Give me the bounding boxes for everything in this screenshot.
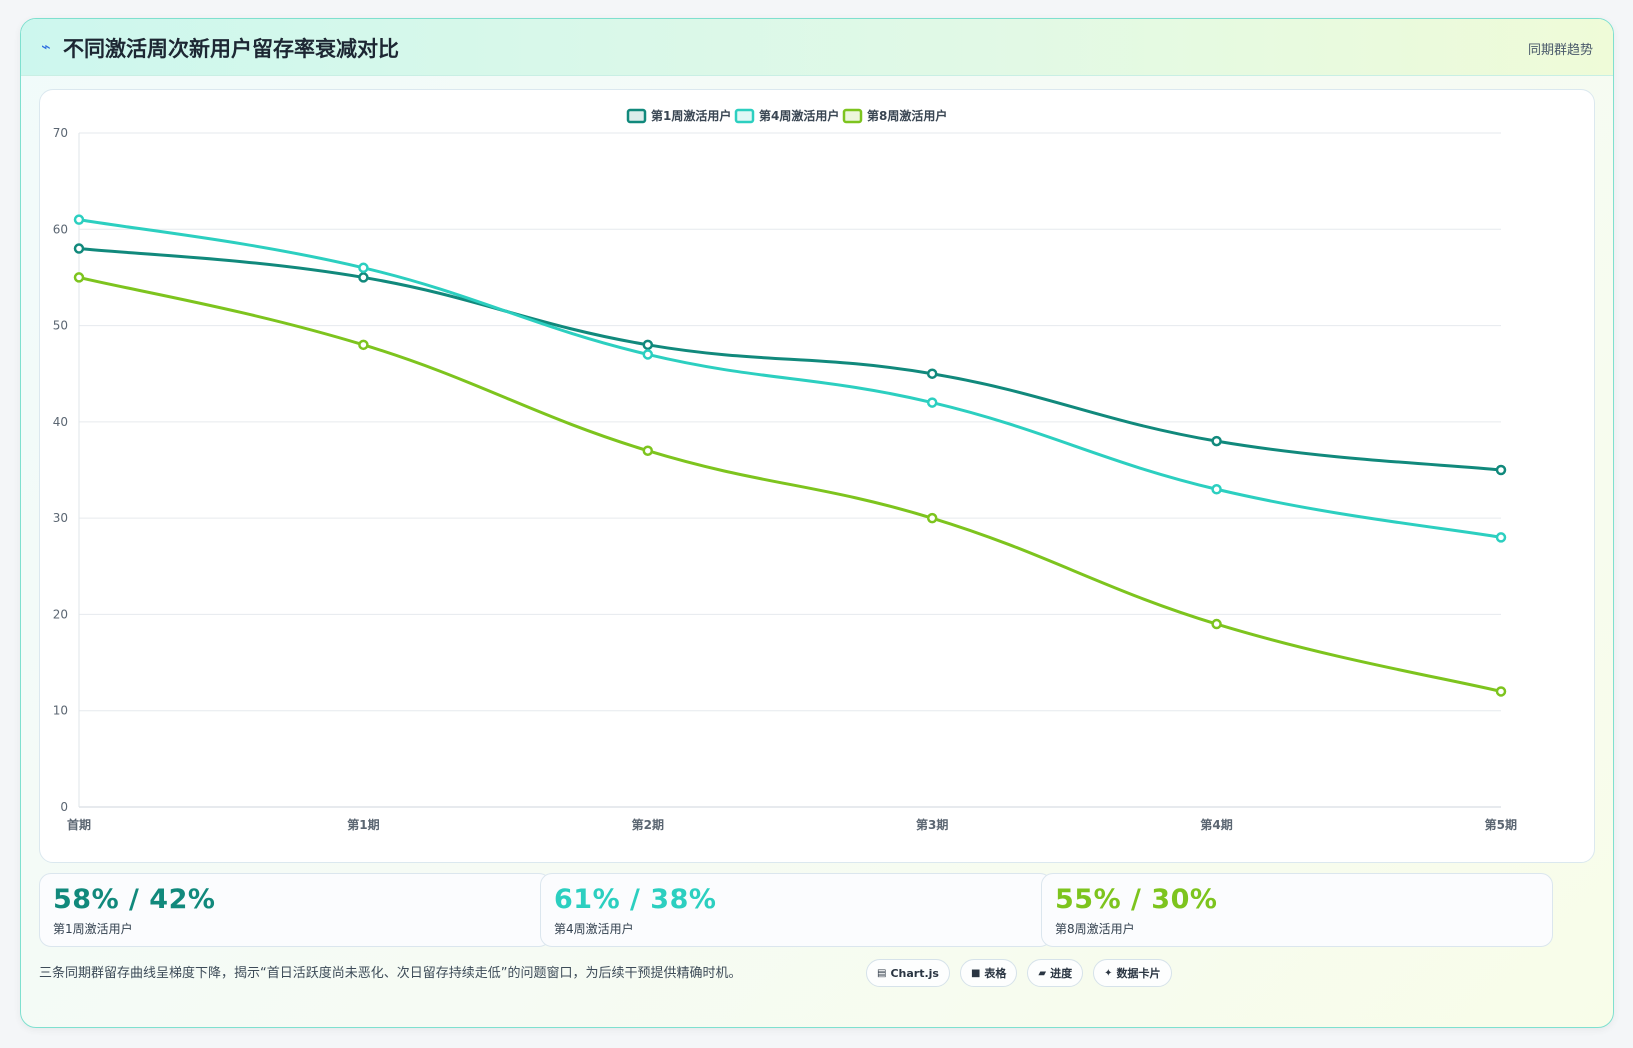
chart-title: 不同激活周次新用户留存率衰减对比 xyxy=(63,37,399,61)
header-tag: 同期群趋势 xyxy=(1527,43,1593,58)
series-line-1 xyxy=(77,247,1503,472)
x-tick-label: 第4期 xyxy=(1200,817,1232,832)
data-point xyxy=(642,349,654,360)
data-point xyxy=(358,262,369,274)
data-point xyxy=(358,339,369,351)
data-point xyxy=(1211,618,1222,630)
y-tick-label: 10 xyxy=(53,704,68,718)
legend-swatch xyxy=(734,108,755,124)
lightning-icon: ⌁ xyxy=(41,37,51,56)
stat-value: 55% / 30% xyxy=(1055,884,1218,915)
stat-value: 58% / 42% xyxy=(53,884,216,915)
y-tick-label: 30 xyxy=(53,511,68,525)
stat-label: 第8周激活用户 xyxy=(1055,922,1135,936)
tag-label: 进度 xyxy=(1050,967,1073,980)
progress-icon: ▰ xyxy=(1038,967,1047,979)
summary-text: 三条同期群留存曲线呈梯度下降，揭示“首日活跃度尚未恶化、次日留存持续走低”的问题… xyxy=(39,966,742,981)
data-point xyxy=(73,243,85,254)
line-chart: 0 10 20 30 40 50 60 70 首期 第1期 第2期 第3期 第4期 第5期 第1周激活用户 第… xyxy=(53,108,1517,832)
legend-swatch xyxy=(626,108,647,124)
x-tick-label: 第2期 xyxy=(632,817,664,832)
stat-card-week8: 55% / 30% 第8周激活用户 xyxy=(1041,873,1553,947)
data-point xyxy=(642,445,654,456)
stat-label: 第1周激活用户 xyxy=(53,922,133,936)
x-tick-label: 第3期 xyxy=(916,817,948,832)
tag-chartjs[interactable]: ▤ Chart.js xyxy=(866,959,950,987)
x-tick-label: 第5期 xyxy=(1485,817,1517,832)
stat-card-week1: 58% / 42% 第1周激活用户 xyxy=(39,873,551,947)
data-point xyxy=(926,397,938,408)
tech-tags: ▤ Chart.js ■ 表格 ▰ 进度 ✦ 数据卡片 xyxy=(866,959,1172,987)
stat-value: 61% / 38% xyxy=(554,884,717,915)
chart-icon: ▤ xyxy=(877,967,887,979)
y-tick-label: 40 xyxy=(53,415,68,429)
data-point xyxy=(1211,484,1222,495)
data-point xyxy=(926,368,938,379)
chart-card: ⌁ 不同激活周次新用户留存率衰减对比 同期群趋势 0 10 20 30 40 50 60 70… xyxy=(20,18,1614,1028)
data-point xyxy=(73,272,85,283)
y-tick-label: 70 xyxy=(53,126,68,140)
y-tick-label: 60 xyxy=(53,222,68,236)
stat-card-week4: 61% / 38% 第4周激活用户 xyxy=(540,873,1052,947)
legend-label: 第1周激活用户 xyxy=(651,108,731,123)
legend-label: 第4周激活用户 xyxy=(759,108,839,123)
tag-label: 表格 xyxy=(984,967,1007,980)
tag-progress[interactable]: ▰ 进度 xyxy=(1027,959,1084,987)
stat-label: 第4周激活用户 xyxy=(554,922,634,936)
legend-swatch xyxy=(842,108,863,124)
x-tick-label: 第1期 xyxy=(347,817,379,832)
table-icon: ■ xyxy=(970,967,981,979)
y-tick-label: 0 xyxy=(60,800,68,814)
data-point xyxy=(1211,435,1222,447)
data-point xyxy=(73,214,85,225)
x-tick-label: 首期 xyxy=(67,817,91,832)
y-tick-label: 50 xyxy=(53,319,68,333)
y-tick-label: 20 xyxy=(53,607,68,621)
card-header: ⌁ 不同激活周次新用户留存率衰减对比 同期群趋势 xyxy=(21,19,1613,76)
legend-label: 第8周激活用户 xyxy=(867,108,947,123)
data-point xyxy=(1495,686,1507,697)
data-point xyxy=(642,339,654,351)
tag-table[interactable]: ■ 表格 xyxy=(959,959,1018,987)
chart-area: 0 10 20 30 40 50 60 70 首期 第1期 第2期 第3期 第4期 第5期 第1周激活用户 第… xyxy=(39,89,1595,863)
tag-data-card[interactable]: ✦ 数据卡片 xyxy=(1093,959,1172,987)
data-point xyxy=(1495,464,1507,476)
sparkle-icon: ✦ xyxy=(1104,967,1113,979)
data-point xyxy=(358,272,369,283)
data-point xyxy=(1495,532,1507,543)
series-line-3 xyxy=(77,275,1503,693)
series-line-2 xyxy=(77,218,1503,539)
tag-label: Chart.js xyxy=(890,966,939,980)
tag-label: 数据卡片 xyxy=(1116,967,1161,980)
data-point xyxy=(926,512,938,524)
